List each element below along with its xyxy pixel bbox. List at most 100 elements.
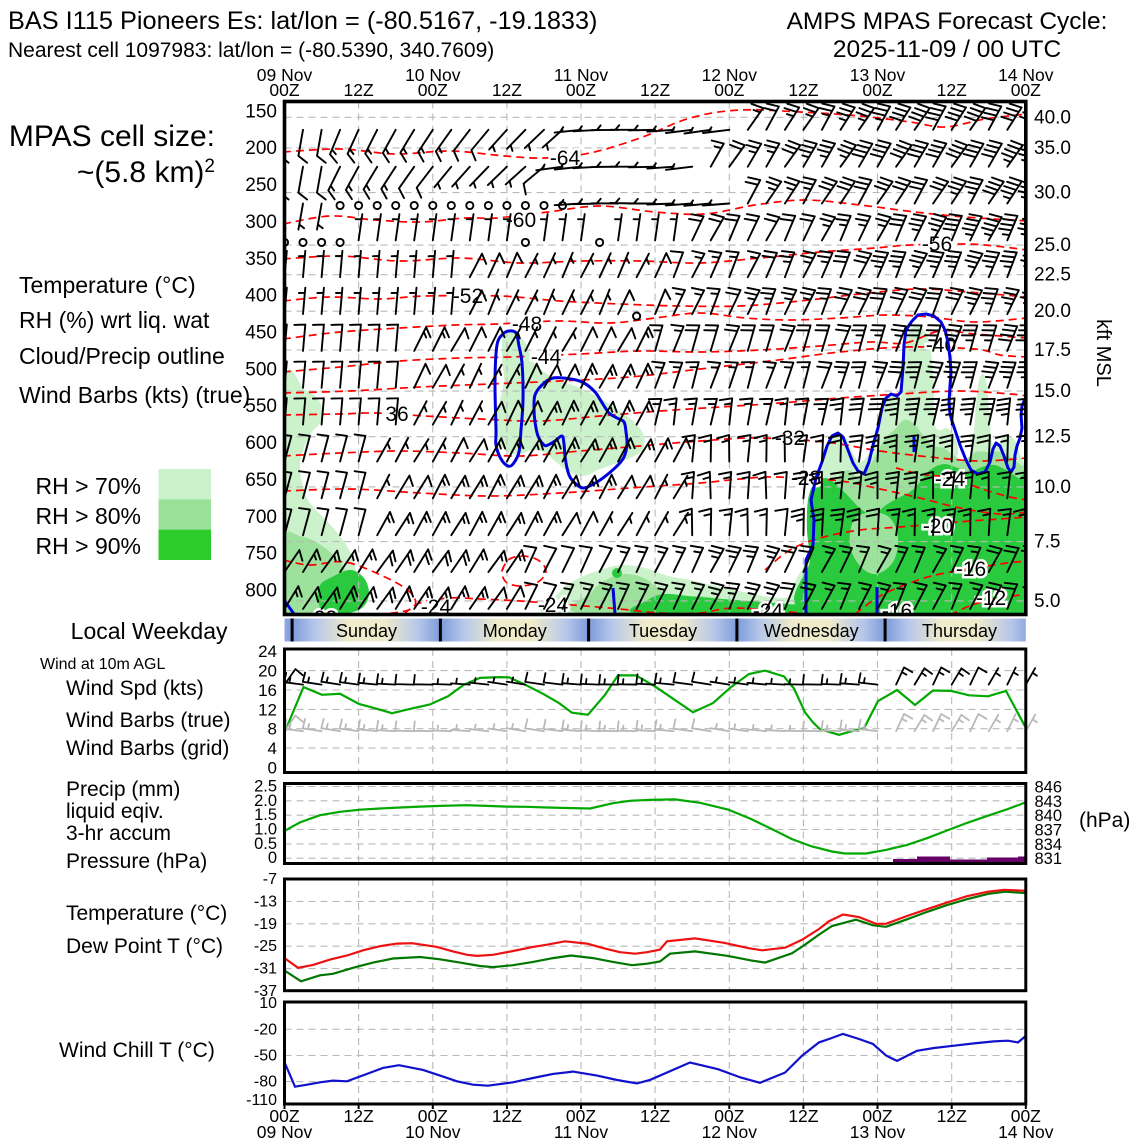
- svg-text:Wind at 10m AGL: Wind at 10m AGL: [40, 656, 165, 673]
- svg-text:837: 837: [1035, 822, 1063, 840]
- svg-text:Wind Barbs (grid): Wind Barbs (grid): [66, 737, 229, 760]
- svg-text:12Z: 12Z: [492, 80, 522, 100]
- svg-text:1.0: 1.0: [254, 821, 277, 839]
- svg-text:BAS I115 Pioneers Es: lat/lon: BAS I115 Pioneers Es: lat/lon = (-80.516…: [8, 7, 597, 35]
- svg-text:11 Nov: 11 Nov: [554, 1122, 608, 1140]
- svg-text:17.5: 17.5: [1034, 340, 1071, 361]
- svg-text:12.5: 12.5: [1034, 427, 1071, 448]
- svg-text:8: 8: [268, 720, 277, 739]
- svg-text:00Z: 00Z: [566, 1106, 596, 1126]
- svg-text:RH > 80%: RH > 80%: [36, 503, 141, 529]
- svg-text:00Z: 00Z: [566, 80, 596, 100]
- svg-text:00Z: 00Z: [269, 80, 299, 100]
- svg-text:700: 700: [245, 507, 277, 528]
- svg-text:-7: -7: [263, 871, 277, 888]
- svg-text:12 Nov: 12 Nov: [702, 1122, 758, 1140]
- svg-text:00Z: 00Z: [862, 80, 892, 100]
- svg-text:-60: -60: [506, 209, 536, 232]
- svg-text:24: 24: [258, 642, 277, 661]
- svg-text:09 Nov: 09 Nov: [257, 1122, 313, 1140]
- svg-text:Wind Chill T (°C): Wind Chill T (°C): [59, 1039, 215, 1062]
- svg-text:13 Nov: 13 Nov: [850, 1122, 906, 1140]
- svg-text:843: 843: [1035, 793, 1063, 811]
- svg-text:40.0: 40.0: [1034, 107, 1071, 128]
- svg-text:-32: -32: [775, 427, 805, 450]
- svg-text:16: 16: [258, 681, 277, 700]
- svg-text:-19: -19: [254, 916, 277, 933]
- svg-text:11 Nov: 11 Nov: [554, 65, 608, 85]
- svg-text:12Z: 12Z: [788, 1106, 818, 1126]
- svg-text:20: 20: [258, 662, 277, 681]
- svg-text:12Z: 12Z: [492, 1106, 522, 1126]
- svg-text:25.0: 25.0: [1034, 235, 1071, 256]
- svg-text:350: 350: [245, 249, 277, 270]
- svg-text:22.5: 22.5: [1034, 265, 1071, 286]
- svg-text:00Z: 00Z: [418, 80, 448, 100]
- svg-text:Temperature (°C): Temperature (°C): [19, 272, 196, 298]
- svg-text:20.0: 20.0: [1034, 301, 1071, 322]
- svg-text:-25: -25: [254, 938, 277, 955]
- svg-text:Wind Barbs (true): Wind Barbs (true): [66, 709, 231, 732]
- svg-text:-20: -20: [923, 515, 953, 538]
- svg-text:Local Weekday: Local Weekday: [71, 618, 228, 644]
- svg-text:09 Nov: 09 Nov: [257, 65, 313, 85]
- svg-text:450: 450: [245, 323, 277, 344]
- svg-text:Tuesday: Tuesday: [629, 621, 697, 641]
- svg-text:Cloud/Precip outline: Cloud/Precip outline: [19, 343, 225, 369]
- svg-text:300: 300: [245, 212, 277, 233]
- svg-text:35.0: 35.0: [1034, 138, 1071, 159]
- svg-text:200: 200: [245, 138, 277, 159]
- svg-text:4: 4: [268, 739, 277, 758]
- svg-text:10.0: 10.0: [1034, 477, 1071, 498]
- svg-text:00Z: 00Z: [714, 1106, 744, 1126]
- svg-text:0: 0: [268, 759, 277, 778]
- svg-text:0.5: 0.5: [254, 835, 277, 853]
- svg-text:00Z: 00Z: [269, 1106, 299, 1126]
- svg-text:3-hr accum: 3-hr accum: [66, 822, 171, 845]
- svg-text:00Z: 00Z: [1011, 1106, 1041, 1126]
- svg-text:~(5.8 km)2: ~(5.8 km)2: [77, 156, 215, 189]
- svg-text:5.0: 5.0: [1034, 591, 1060, 612]
- svg-text:Nearest cell 1097983: lat/lon: Nearest cell 1097983: lat/lon = (-80.539…: [8, 39, 494, 62]
- svg-text:Temperature (°C): Temperature (°C): [66, 902, 227, 925]
- svg-text:150: 150: [245, 101, 277, 122]
- svg-text:Monday: Monday: [483, 621, 547, 641]
- svg-text:13 Nov: 13 Nov: [850, 65, 906, 85]
- svg-text:-110: -110: [246, 1092, 277, 1109]
- svg-text:650: 650: [245, 470, 277, 491]
- svg-text:834: 834: [1035, 836, 1063, 854]
- svg-text:kft MSL: kft MSL: [1092, 319, 1114, 387]
- svg-text:12Z: 12Z: [937, 1106, 967, 1126]
- svg-text:Dew Point T (°C): Dew Point T (°C): [66, 935, 223, 958]
- svg-text:12Z: 12Z: [937, 80, 967, 100]
- svg-text:831: 831: [1035, 850, 1063, 868]
- svg-text:2025-11-09 / 00 UTC: 2025-11-09 / 00 UTC: [833, 36, 1061, 63]
- svg-text:400: 400: [245, 286, 277, 307]
- svg-text:750: 750: [245, 544, 277, 565]
- svg-text:800: 800: [245, 581, 277, 602]
- svg-text:Wind Barbs (kts) (true): Wind Barbs (kts) (true): [19, 382, 250, 408]
- svg-text:00Z: 00Z: [1011, 80, 1041, 100]
- svg-text:14 Nov: 14 Nov: [998, 1122, 1054, 1140]
- svg-text:-50: -50: [254, 1048, 277, 1065]
- svg-text:10: 10: [259, 995, 277, 1012]
- svg-text:MPAS cell size:: MPAS cell size:: [9, 120, 215, 153]
- svg-text:Wednesday: Wednesday: [764, 621, 859, 641]
- svg-text:12Z: 12Z: [344, 1106, 374, 1126]
- svg-text:Pressure (hPa): Pressure (hPa): [66, 850, 207, 873]
- svg-text:1.5: 1.5: [254, 806, 277, 824]
- svg-text:-37: -37: [254, 983, 277, 1000]
- svg-text:-20: -20: [254, 1021, 277, 1038]
- svg-text:846: 846: [1035, 779, 1063, 797]
- svg-text:-31: -31: [254, 961, 277, 978]
- svg-text:-40: -40: [926, 334, 956, 357]
- svg-text:12Z: 12Z: [788, 80, 818, 100]
- svg-text:Sunday: Sunday: [336, 621, 397, 641]
- svg-text:12Z: 12Z: [640, 80, 670, 100]
- svg-text:7.5: 7.5: [1034, 532, 1060, 553]
- svg-text:RH (%) wrt liq. wat: RH (%) wrt liq. wat: [19, 307, 210, 333]
- svg-text:10 Nov: 10 Nov: [405, 65, 461, 85]
- svg-text:250: 250: [245, 175, 277, 196]
- svg-text:00Z: 00Z: [714, 80, 744, 100]
- svg-text:Wind Spd (kts): Wind Spd (kts): [66, 677, 204, 700]
